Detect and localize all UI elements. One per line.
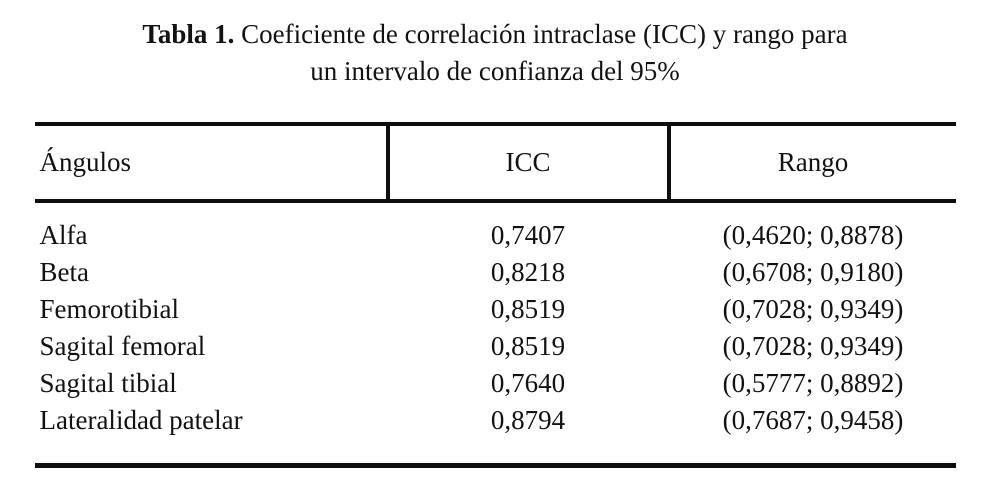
- cell-rango: (0,7028; 0,9349): [722, 294, 904, 324]
- cell-angulo: Alfa: [39, 220, 88, 250]
- table-row: Alfa 0,7407 (0,4620; 0,8878): [35, 217, 956, 254]
- cell-icc: 0,8218: [490, 257, 566, 287]
- table-body: Alfa 0,7407 (0,4620; 0,8878) Beta 0,8218…: [34, 203, 956, 468]
- cell-icc: 0,8794: [490, 405, 566, 435]
- cell-angulo: Beta: [39, 257, 89, 287]
- column-header-icc: ICC: [385, 126, 671, 199]
- cell-rango: (0,6708; 0,9180): [722, 257, 904, 287]
- table-header-row: Ángulos ICC Rango: [34, 122, 956, 203]
- cell-icc: 0,7640: [490, 368, 566, 398]
- cell-angulo: Femorotibial: [39, 294, 179, 324]
- column-header-rango: Rango: [777, 147, 849, 177]
- cell-angulo: Sagital tibial: [39, 368, 177, 398]
- table-row: Lateralidad patelar 0,8794 (0,7687; 0,94…: [35, 402, 956, 439]
- cell-rango: (0,5777; 0,8892): [722, 368, 904, 398]
- table-row: Femorotibial 0,8519 (0,7028; 0,9349): [35, 291, 956, 328]
- table-caption-line2: un intervalo de confianza del 95%: [310, 56, 680, 86]
- column-header-angulos: Ángulos: [39, 147, 132, 177]
- cell-icc: 0,8519: [490, 331, 566, 361]
- table-caption: Tabla 1. Coeficiente de correlación intr…: [0, 16, 990, 90]
- cell-angulo: Sagital femoral: [39, 331, 206, 361]
- cell-icc: 0,8519: [490, 294, 566, 324]
- table-caption-label: Tabla 1.: [142, 19, 235, 49]
- table-row: Sagital femoral 0,8519 (0,7028; 0,9349): [35, 328, 956, 365]
- cell-icc: 0,7407: [490, 220, 566, 250]
- table-row: Beta 0,8218 (0,6708; 0,9180): [35, 254, 956, 291]
- table-caption-line1: Coeficiente de correlación intraclase (I…: [241, 19, 848, 49]
- cell-rango: (0,4620; 0,8878): [722, 220, 904, 250]
- table-row: Sagital tibial 0,7640 (0,5777; 0,8892): [35, 365, 956, 402]
- cell-angulo: Lateralidad patelar: [39, 405, 243, 435]
- icc-table: Ángulos ICC Rango Alfa 0,7407 (0,4620; 0…: [34, 122, 956, 468]
- cell-rango: (0,7028; 0,9349): [722, 331, 904, 361]
- cell-rango: (0,7687; 0,9458): [722, 405, 904, 435]
